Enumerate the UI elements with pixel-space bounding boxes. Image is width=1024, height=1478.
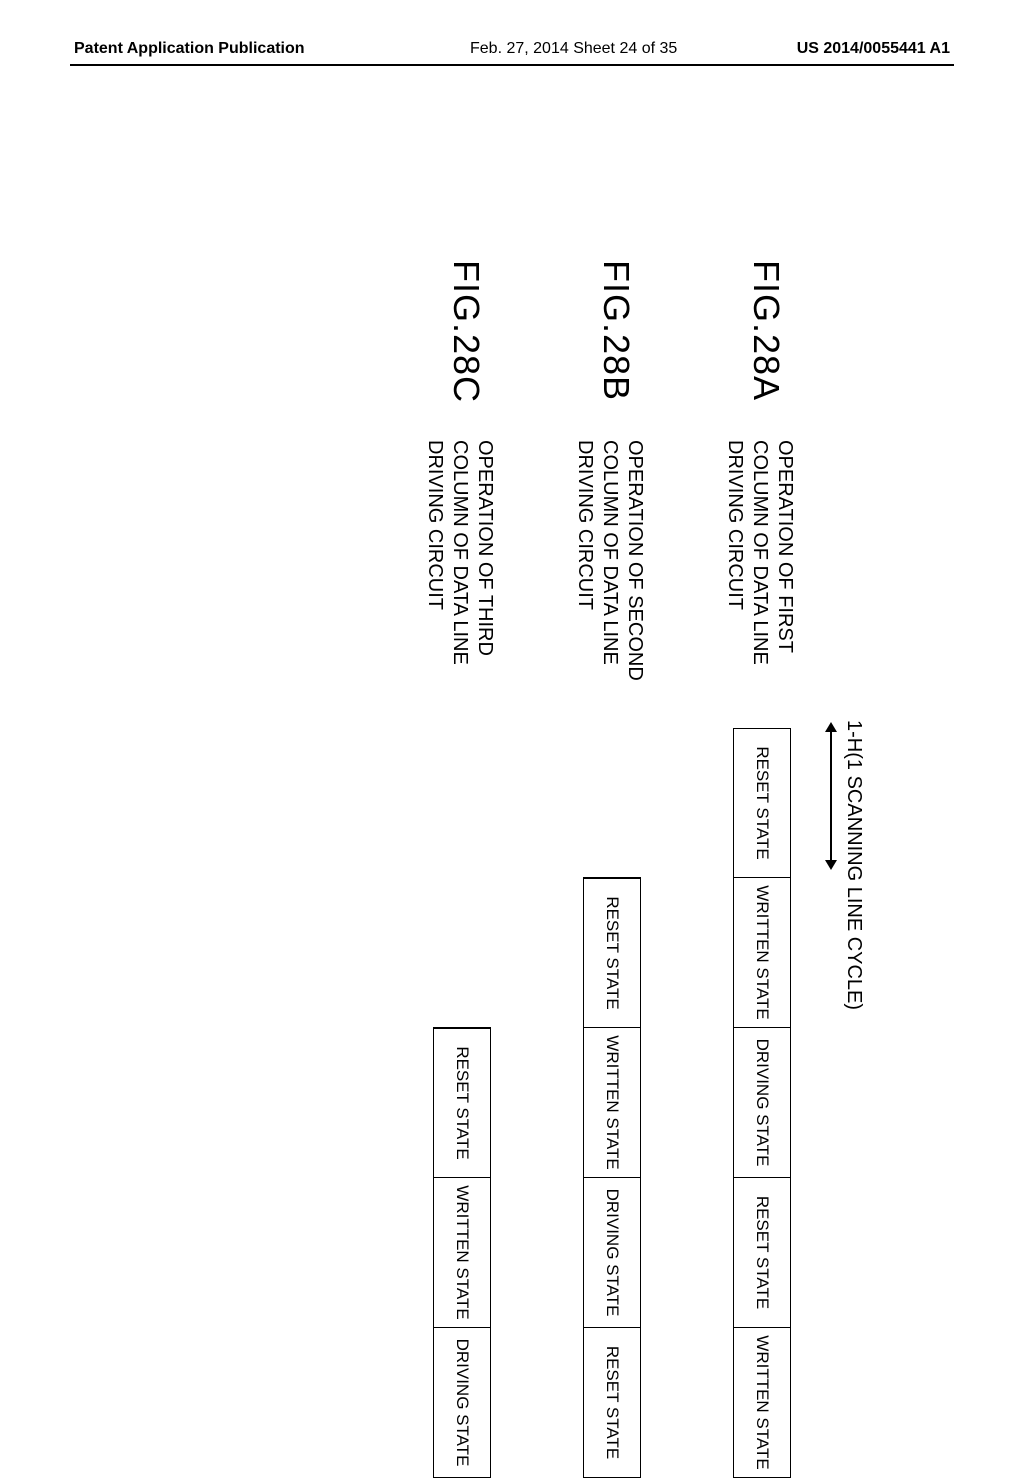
state-cell-empty <box>433 878 491 1028</box>
figure-group: 1-H(1 SCANNING LINE CYCLE) FIG.28A OPERA… <box>0 250 1024 1070</box>
op-line: COLUMN OF DATA LINE <box>599 440 621 665</box>
figure-row-28a: FIG.28A OPERATION OF FIRST COLUMN OF DAT… <box>705 260 805 1320</box>
state-cell: RESET STATE <box>433 1028 491 1178</box>
state-cell: DRIVING STATE <box>733 1028 791 1178</box>
header-left-text: Patent Application Publication <box>74 40 305 58</box>
figure-label-28a: FIG.28A <box>745 260 787 401</box>
state-cell: WRITTEN STATE <box>733 1328 791 1478</box>
state-cell: WRITTEN STATE <box>433 1178 491 1328</box>
state-cell: RESET STATE <box>733 1178 791 1328</box>
state-cell: WRITTEN STATE <box>733 878 791 1028</box>
op-line: COLUMN OF DATA LINE <box>449 440 471 665</box>
operation-label-28a: OPERATION OF FIRST COLUMN OF DATA LINE D… <box>722 440 797 665</box>
state-cell: RESET STATE <box>583 1328 641 1478</box>
page-header: Patent Application Publication Feb. 27, … <box>0 34 1024 68</box>
header-rule <box>70 64 954 66</box>
op-line: COLUMN OF DATA LINE <box>749 440 771 665</box>
figure-label-28c: FIG.28C <box>445 260 487 403</box>
figure-row-28c: FIG.28C OPERATION OF THIRD COLUMN OF DAT… <box>405 260 505 1320</box>
figure-row-28b: FIG.28B OPERATION OF SECOND COLUMN OF DA… <box>555 260 655 1320</box>
state-cell-empty <box>583 728 641 878</box>
op-line: OPERATION OF THIRD <box>474 440 496 656</box>
state-cell: RESET STATE <box>583 878 641 1028</box>
op-line: OPERATION OF SECOND <box>624 440 646 681</box>
state-cell: RESET STATE <box>733 728 791 878</box>
scan-cycle-label: 1-H(1 SCANNING LINE CYCLE) <box>842 720 865 1010</box>
op-line: DRIVING CIRCUIT <box>724 440 746 610</box>
state-cell: DRIVING STATE <box>433 1328 491 1478</box>
state-cell: WRITTEN STATE <box>583 1028 641 1178</box>
header-mid-text: Feb. 27, 2014 Sheet 24 of 35 <box>470 40 677 58</box>
scan-cycle-arrow <box>825 722 837 870</box>
page: Patent Application Publication Feb. 27, … <box>0 0 1024 1320</box>
operation-label-28b: OPERATION OF SECOND COLUMN OF DATA LINE … <box>572 440 647 681</box>
op-line: DRIVING CIRCUIT <box>574 440 596 610</box>
state-boxes-28b: RESET STATE WRITTEN STATE DRIVING STATE … <box>583 728 641 1478</box>
op-line: OPERATION OF FIRST <box>774 440 796 653</box>
op-line: DRIVING CIRCUIT <box>424 440 446 610</box>
header-right-text: US 2014/0055441 A1 <box>797 40 950 58</box>
operation-label-28c: OPERATION OF THIRD COLUMN OF DATA LINE D… <box>422 440 497 665</box>
arrow-shaft <box>830 728 832 864</box>
state-cell: DRIVING STATE <box>583 1178 641 1328</box>
state-boxes-28a: RESET STATE WRITTEN STATE DRIVING STATE … <box>733 728 791 1478</box>
state-boxes-28c: RESET STATE WRITTEN STATE DRIVING STATE <box>433 728 491 1478</box>
arrow-right-head-icon <box>825 860 837 870</box>
state-cell-empty <box>433 728 491 878</box>
figure-label-28b: FIG.28B <box>595 260 637 401</box>
